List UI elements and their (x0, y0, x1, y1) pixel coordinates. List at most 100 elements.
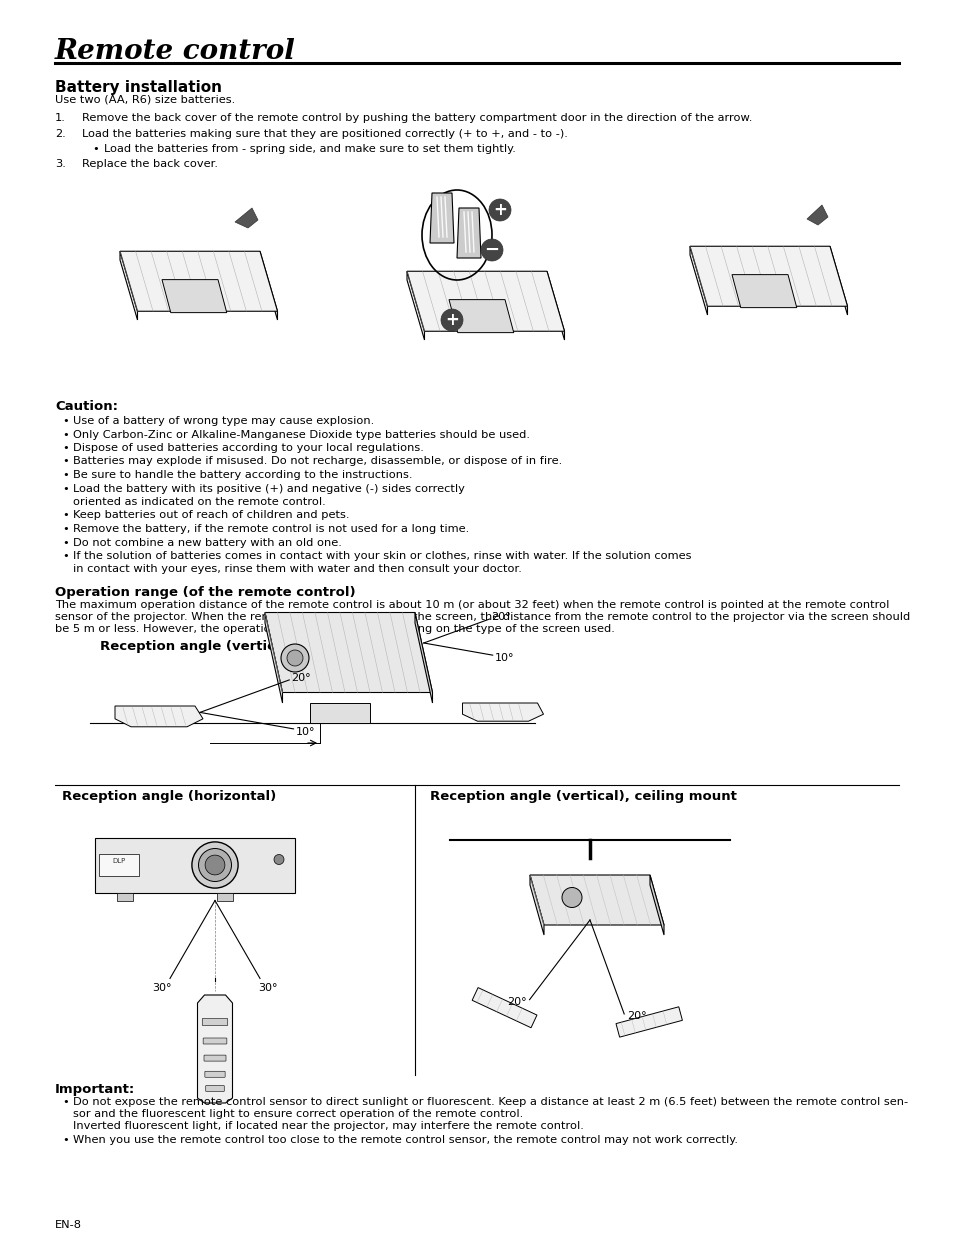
Text: Reception angle (vertical), ceiling mount: Reception angle (vertical), ceiling moun… (430, 790, 736, 803)
Text: Reception angle (vertical): Reception angle (vertical) (100, 640, 294, 653)
Text: Load the battery with its positive (+) and negative (-) sides correctly: Load the battery with its positive (+) a… (73, 483, 464, 494)
Circle shape (198, 848, 232, 882)
Polygon shape (407, 272, 564, 331)
Polygon shape (616, 1007, 681, 1037)
Text: •: • (62, 416, 69, 426)
Text: be 5 m or less. However, the operation distance varies depending on the type of : be 5 m or less. However, the operation d… (55, 624, 615, 634)
Polygon shape (197, 995, 233, 1103)
Text: Inverted fluorescent light, if located near the projector, may interfere the rem: Inverted fluorescent light, if located n… (73, 1121, 583, 1131)
Text: −: − (484, 241, 499, 259)
Text: •: • (62, 430, 69, 440)
Polygon shape (530, 876, 543, 935)
Polygon shape (449, 300, 514, 332)
Text: If the solution of batteries comes in contact with your skin or clothes, rinse w: If the solution of batteries comes in co… (73, 551, 691, 561)
Text: Do not expose the remote control sensor to direct sunlight or fluorescent. Keep : Do not expose the remote control sensor … (73, 1097, 907, 1107)
Polygon shape (260, 251, 277, 320)
Text: Operation range (of the remote control): Operation range (of the remote control) (55, 585, 355, 599)
Text: Keep batteries out of reach of children and pets.: Keep batteries out of reach of children … (73, 510, 349, 520)
Polygon shape (99, 853, 139, 876)
Text: sensor of the projector. When the remote control is pointed to the screen, the d: sensor of the projector. When the remote… (55, 613, 909, 622)
Text: Be sure to handle the battery according to the instructions.: Be sure to handle the battery according … (73, 471, 412, 480)
Circle shape (192, 842, 238, 888)
Polygon shape (689, 246, 707, 315)
Circle shape (440, 309, 462, 331)
Circle shape (480, 240, 502, 261)
Circle shape (205, 855, 225, 874)
Polygon shape (117, 893, 132, 900)
Text: •: • (62, 443, 69, 453)
Text: Do not combine a new battery with an old one.: Do not combine a new battery with an old… (73, 537, 341, 547)
Polygon shape (234, 207, 257, 228)
Text: Caution:: Caution: (55, 400, 118, 412)
Text: •: • (62, 537, 69, 547)
Polygon shape (731, 274, 796, 308)
Polygon shape (115, 706, 203, 727)
Circle shape (274, 855, 284, 864)
Polygon shape (95, 837, 294, 893)
Text: Load the batteries from - spring side, and make sure to set them tightly.: Load the batteries from - spring side, a… (104, 144, 516, 154)
Circle shape (287, 650, 303, 666)
Text: Use of a battery of wrong type may cause explosion.: Use of a battery of wrong type may cause… (73, 416, 374, 426)
Polygon shape (530, 876, 663, 925)
Text: Important:: Important: (55, 1083, 135, 1095)
Text: Remove the battery, if the remote control is not used for a long time.: Remove the battery, if the remote contro… (73, 524, 469, 534)
Text: DLP: DLP (112, 857, 126, 863)
Text: 10°: 10° (295, 727, 314, 737)
Text: •: • (62, 524, 69, 534)
Text: EN-8: EN-8 (55, 1220, 82, 1230)
Polygon shape (430, 193, 454, 243)
Polygon shape (649, 876, 663, 935)
Text: Remote control: Remote control (55, 38, 295, 65)
Polygon shape (162, 279, 227, 312)
Text: 20°: 20° (491, 613, 511, 622)
Text: •: • (62, 1097, 69, 1107)
Text: 30°: 30° (152, 983, 172, 993)
Polygon shape (120, 251, 137, 320)
Polygon shape (472, 988, 537, 1028)
FancyBboxPatch shape (202, 1019, 228, 1025)
FancyBboxPatch shape (204, 1055, 226, 1061)
Polygon shape (120, 251, 277, 311)
Text: Remove the back cover of the remote control by pushing the battery compartment d: Remove the back cover of the remote cont… (82, 112, 752, 124)
Text: When you use the remote control too close to the remote control sensor, the remo: When you use the remote control too clos… (73, 1135, 738, 1145)
Polygon shape (407, 272, 424, 340)
FancyBboxPatch shape (203, 1037, 227, 1044)
Text: Only Carbon-Zinc or Alkaline-Manganese Dioxide type batteries should be used.: Only Carbon-Zinc or Alkaline-Manganese D… (73, 430, 530, 440)
Text: •: • (62, 483, 69, 494)
Text: in contact with your eyes, rinse them with water and then consult your doctor.: in contact with your eyes, rinse them wi… (73, 564, 521, 574)
Text: 1.: 1. (55, 112, 66, 124)
Text: Dispose of used batteries according to your local regulations.: Dispose of used batteries according to y… (73, 443, 423, 453)
Text: Replace the back cover.: Replace the back cover. (82, 159, 218, 169)
Polygon shape (265, 613, 282, 703)
FancyBboxPatch shape (206, 1086, 224, 1092)
Polygon shape (829, 246, 846, 315)
Polygon shape (310, 703, 370, 722)
Text: Reception angle (horizontal): Reception angle (horizontal) (62, 790, 276, 803)
Circle shape (281, 643, 309, 672)
Text: oriented as indicated on the remote control.: oriented as indicated on the remote cont… (73, 496, 325, 508)
Text: 30°: 30° (258, 983, 277, 993)
Polygon shape (689, 246, 846, 306)
Text: +: + (493, 201, 506, 219)
Text: 20°: 20° (506, 997, 526, 1007)
Polygon shape (216, 893, 233, 900)
Text: 2.: 2. (55, 128, 66, 140)
Polygon shape (806, 205, 827, 225)
Text: •: • (62, 551, 69, 561)
Text: •: • (91, 144, 99, 154)
Circle shape (561, 888, 581, 908)
Text: •: • (62, 1135, 69, 1145)
Polygon shape (415, 613, 432, 703)
Text: 20°: 20° (291, 673, 311, 683)
Text: 10°: 10° (495, 653, 514, 663)
Polygon shape (265, 613, 432, 693)
Text: The maximum operation distance of the remote control is about 10 m (or about 32 : The maximum operation distance of the re… (55, 600, 888, 610)
Circle shape (489, 199, 511, 221)
Text: Load the batteries making sure that they are positioned correctly (+ to +, and -: Load the batteries making sure that they… (82, 128, 567, 140)
Text: 3.: 3. (55, 159, 66, 169)
FancyBboxPatch shape (205, 1071, 225, 1077)
Text: •: • (62, 471, 69, 480)
Text: sor and the fluorescent light to ensure correct operation of the remote control.: sor and the fluorescent light to ensure … (73, 1109, 522, 1119)
Polygon shape (546, 272, 564, 340)
Polygon shape (456, 207, 480, 258)
